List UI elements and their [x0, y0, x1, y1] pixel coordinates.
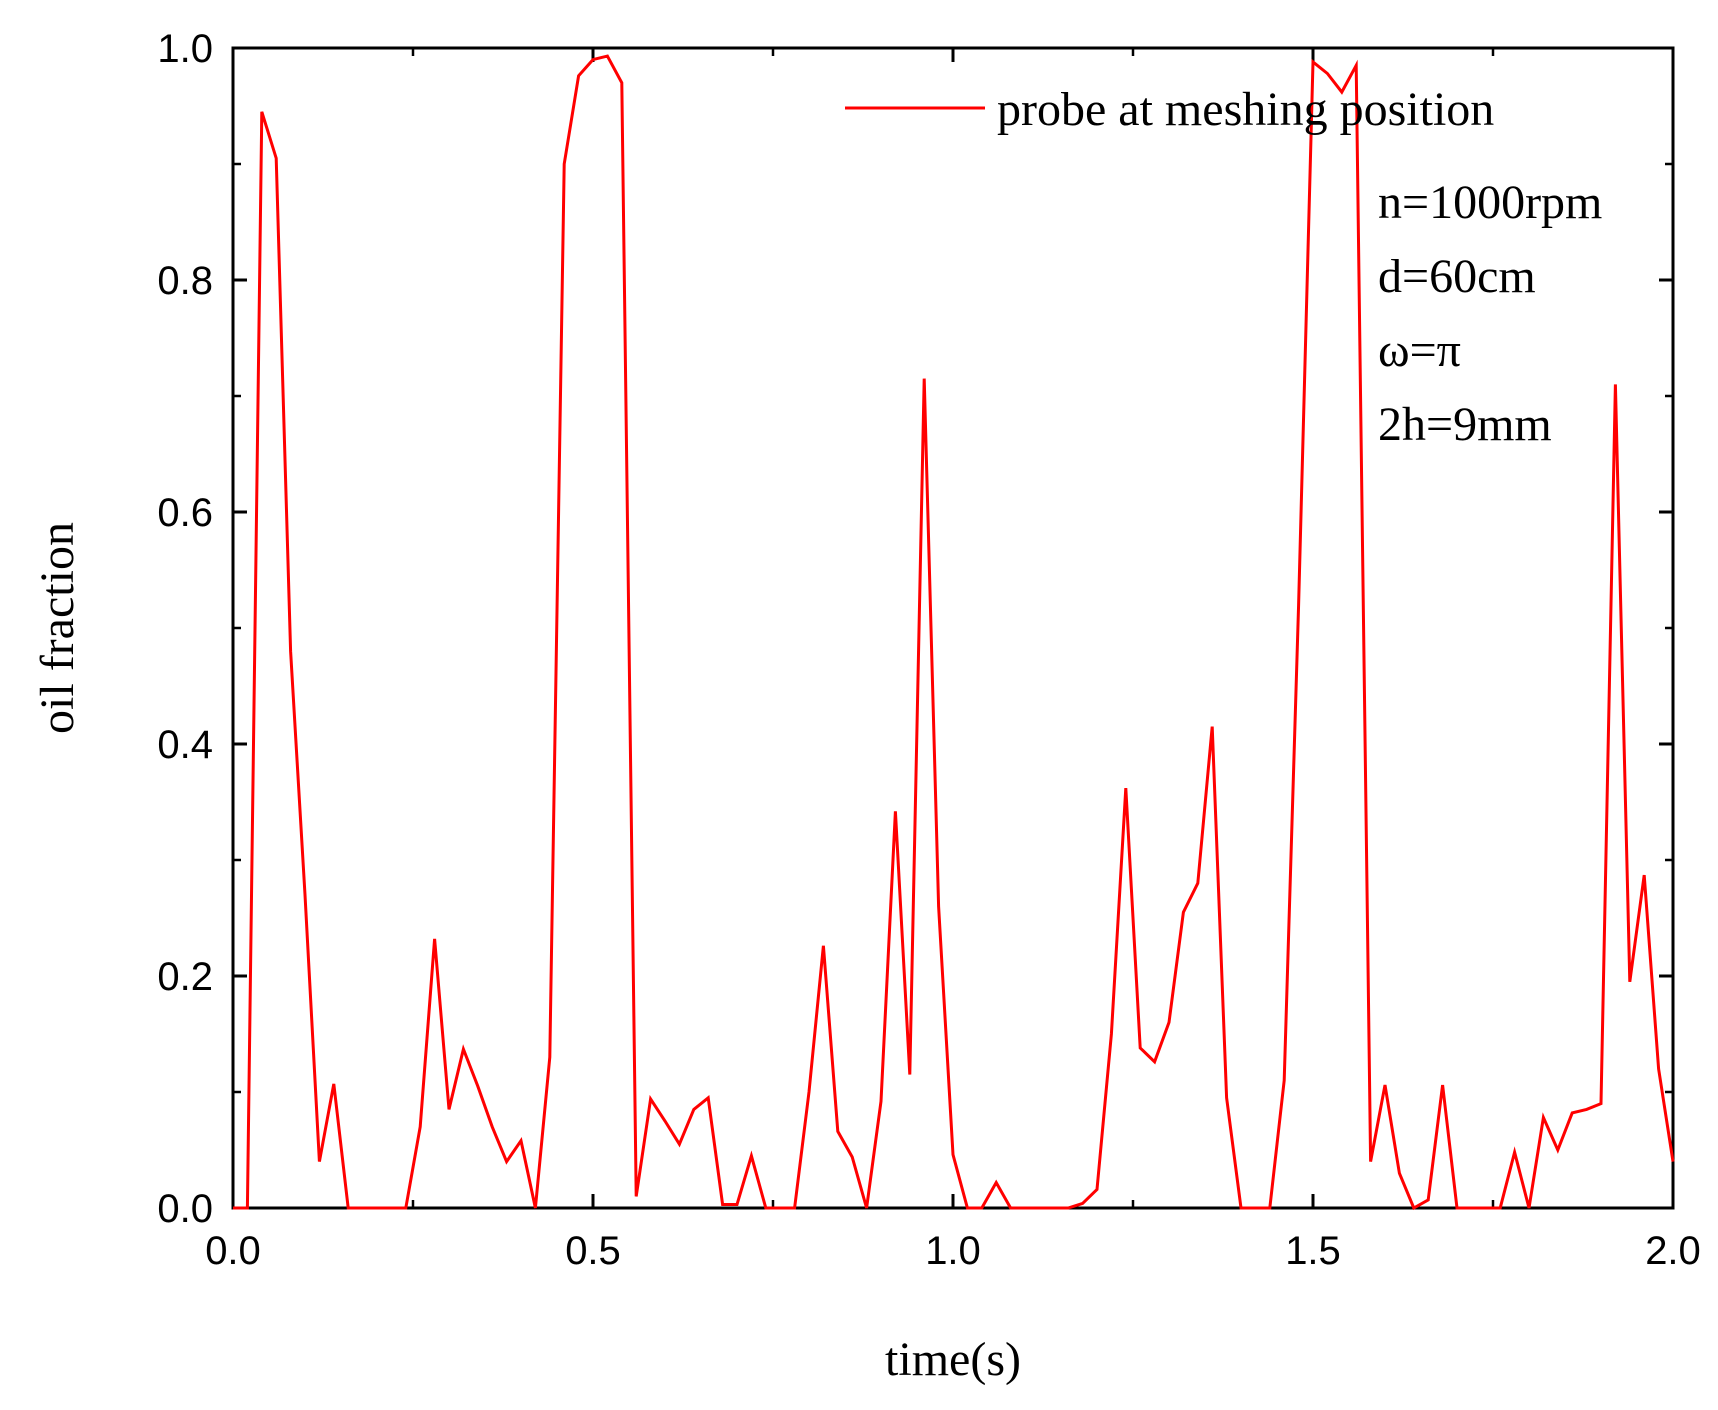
x-axis-title: time(s) — [885, 1333, 1021, 1386]
annotation-speed: n=1000rpm — [1378, 176, 1602, 229]
x-axis-tick-labels: 0.0 0.5 1.0 1.5 2.0 — [205, 1229, 1701, 1273]
series-line-0 — [233, 54, 1675, 1211]
y-tick-label: 0.2 — [157, 955, 213, 999]
x-tick-label: 2.0 — [1645, 1229, 1701, 1273]
annotation-gap: 2h=9mm — [1378, 398, 1552, 451]
x-tick-label: 1.0 — [925, 1229, 981, 1273]
x-tick-label: 0.0 — [205, 1229, 261, 1273]
y-tick-label: 0.8 — [157, 259, 213, 303]
legend-label: probe at meshing position — [997, 83, 1494, 136]
legend: probe at meshing position — [845, 83, 1494, 136]
annotation-block: n=1000rpm d=60cm ω=π 2h=9mm — [1378, 176, 1602, 451]
y-axis-title: oil fraction — [31, 522, 84, 734]
x-tick-label: 0.5 — [565, 1229, 621, 1273]
annotation-omega: ω=π — [1378, 324, 1461, 377]
y-tick-label: 0.4 — [157, 723, 213, 767]
y-axis-tick-labels: 0.0 0.2 0.4 0.6 0.8 1.0 — [157, 27, 213, 1231]
series-layer — [233, 54, 1675, 1211]
y-tick-label: 1.0 — [157, 27, 213, 71]
y-tick-label: 0.6 — [157, 491, 213, 535]
y-tick-label: 0.0 — [157, 1187, 213, 1231]
annotation-diameter: d=60cm — [1378, 250, 1536, 303]
x-tick-label: 1.5 — [1285, 1229, 1341, 1273]
